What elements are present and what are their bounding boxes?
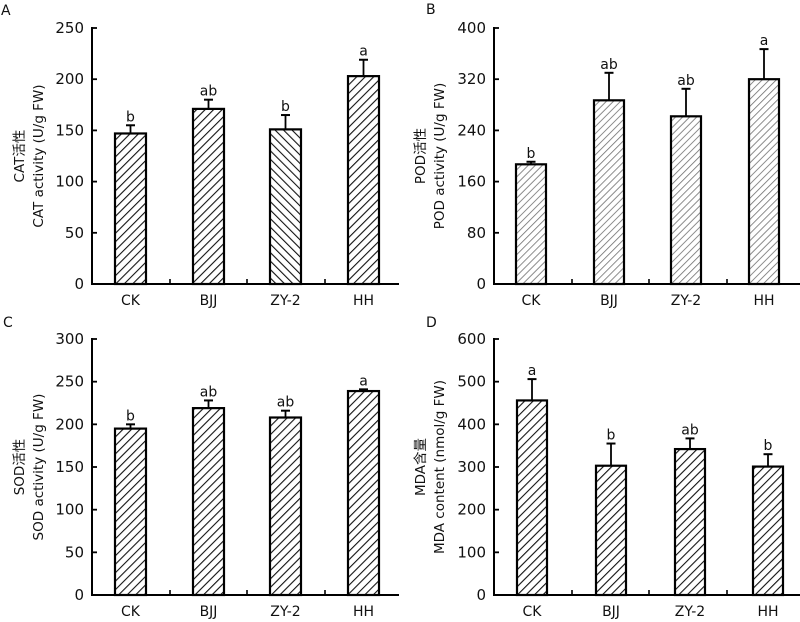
significance-label: b bbox=[764, 438, 773, 454]
y-axis-title: MDA content (nmol/g FW) bbox=[432, 380, 448, 554]
bar-ck bbox=[514, 163, 548, 286]
x-tick-label: CK bbox=[121, 604, 141, 620]
significance-label: a bbox=[359, 373, 368, 389]
significance-label: ab bbox=[677, 73, 695, 89]
y-tick-label: 600 bbox=[457, 330, 486, 348]
y-axis-title-cn: MDA含量 bbox=[413, 438, 429, 496]
significance-label: ab bbox=[200, 384, 218, 400]
x-tick-label: CK bbox=[523, 604, 543, 620]
significance-label: ab bbox=[277, 395, 295, 411]
y-axis-title: CAT activity (U/g FW) bbox=[31, 84, 47, 227]
panel-letter: A bbox=[1, 3, 11, 19]
x-tick-label: CK bbox=[522, 293, 542, 309]
bar-bjj bbox=[594, 464, 628, 597]
bar-hh bbox=[346, 75, 381, 286]
y-tick-label: 500 bbox=[457, 373, 486, 391]
y-tick-label: 200 bbox=[55, 415, 84, 433]
y-tick-label: 0 bbox=[74, 275, 84, 293]
y-tick-label: 320 bbox=[457, 70, 486, 88]
y-tick-label: 0 bbox=[476, 275, 486, 293]
y-tick-label: 0 bbox=[476, 586, 486, 604]
y-tick-label: 150 bbox=[55, 458, 84, 476]
panel-c: C SOD活性 SOD activity (U/g FW) b CK ab BJJ ab ZY-… bbox=[3, 315, 399, 620]
y-tick-label: 50 bbox=[65, 543, 84, 561]
panel-letter: B bbox=[426, 2, 436, 18]
bar-zy-2 bbox=[669, 115, 703, 286]
x-tick-label: ZY-2 bbox=[675, 604, 705, 620]
x-tick-label: HH bbox=[353, 604, 374, 620]
y-tick-label: 300 bbox=[55, 330, 84, 348]
bar-hh bbox=[751, 465, 785, 597]
significance-label: b bbox=[607, 428, 616, 444]
x-tick-label: BJJ bbox=[200, 293, 218, 309]
y-tick-label: 400 bbox=[457, 415, 486, 433]
y-tick-label: 200 bbox=[55, 70, 84, 88]
y-axis-title-cn: SOD活性 bbox=[12, 439, 28, 496]
y-tick-label: 200 bbox=[457, 501, 486, 519]
panel-d: D MDA含量 MDA content (nmol/g FW) a CK b BJJ ab ZY… bbox=[413, 315, 800, 620]
x-tick-label: ZY-2 bbox=[270, 604, 300, 620]
bar-hh bbox=[346, 389, 381, 597]
y-axis-title-cn: POD活性 bbox=[413, 128, 429, 184]
x-tick-label: ZY-2 bbox=[671, 293, 701, 309]
y-tick-label: 100 bbox=[457, 543, 486, 561]
y-tick-label: 100 bbox=[55, 173, 84, 191]
bar-zy-2 bbox=[268, 128, 303, 286]
y-tick-label: 240 bbox=[457, 121, 486, 139]
significance-label: b bbox=[126, 408, 135, 424]
bar-ck bbox=[113, 427, 148, 597]
significance-label: b bbox=[126, 109, 135, 125]
x-tick-label: ZY-2 bbox=[270, 293, 300, 309]
significance-label: b bbox=[527, 146, 536, 162]
panel-a: A CAT活性 CAT activity (U/g FW) b CK ab BJJ b ZY-2… bbox=[1, 3, 399, 309]
y-axis-title: POD activity (U/g FW) bbox=[432, 83, 448, 229]
x-tick-label: HH bbox=[757, 604, 778, 620]
bar-ck bbox=[113, 132, 148, 286]
significance-label: b bbox=[281, 99, 290, 115]
significance-label: ab bbox=[600, 57, 618, 73]
x-tick-label: BJJ bbox=[602, 604, 620, 620]
y-tick-label: 0 bbox=[74, 586, 84, 604]
bar-hh bbox=[747, 78, 781, 286]
panel-b: B POD活性 POD activity (U/g FW) b CK ab BJJ ab ZY-… bbox=[413, 2, 800, 309]
y-tick-label: 150 bbox=[55, 121, 84, 139]
y-tick-label: 80 bbox=[467, 224, 486, 242]
significance-label: ab bbox=[681, 422, 699, 438]
bar-zy-2 bbox=[268, 416, 303, 597]
x-tick-label: HH bbox=[753, 293, 774, 309]
x-tick-label: BJJ bbox=[600, 293, 618, 309]
y-tick-label: 50 bbox=[65, 224, 84, 242]
bar-bjj bbox=[191, 107, 226, 286]
y-tick-label: 300 bbox=[457, 458, 486, 476]
y-tick-label: 160 bbox=[457, 173, 486, 191]
y-tick-label: 100 bbox=[55, 501, 84, 519]
significance-label: a bbox=[359, 44, 368, 60]
y-axis-title: SOD activity (U/g FW) bbox=[31, 394, 47, 541]
bar-zy-2 bbox=[673, 447, 707, 597]
x-tick-label: CK bbox=[121, 293, 141, 309]
bar-ck bbox=[515, 399, 549, 597]
y-tick-label: 250 bbox=[55, 373, 84, 391]
x-tick-label: HH bbox=[353, 293, 374, 309]
panel-letter: C bbox=[3, 315, 13, 331]
bar-bjj bbox=[191, 407, 226, 597]
y-tick-label: 250 bbox=[55, 19, 84, 37]
significance-label: ab bbox=[200, 84, 218, 100]
y-tick-label: 400 bbox=[457, 19, 486, 37]
y-axis-title-cn: CAT活性 bbox=[12, 130, 28, 183]
significance-label: a bbox=[528, 363, 537, 379]
bar-bjj bbox=[592, 99, 626, 286]
x-tick-label: BJJ bbox=[200, 604, 218, 620]
significance-label: a bbox=[760, 33, 769, 49]
panel-letter: D bbox=[426, 315, 437, 331]
